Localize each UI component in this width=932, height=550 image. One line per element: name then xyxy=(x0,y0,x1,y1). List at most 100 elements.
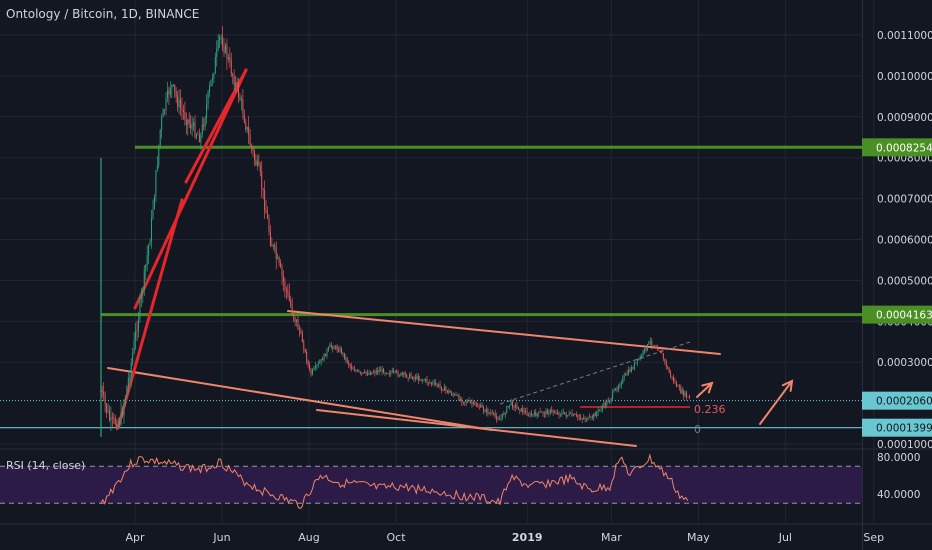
candle-body xyxy=(159,129,161,146)
candle xyxy=(193,118,195,132)
candle xyxy=(429,379,431,385)
candle-body xyxy=(364,371,366,373)
candle-body xyxy=(413,377,415,380)
candle-body xyxy=(132,352,134,363)
rsi-tick-label: 40.0000 xyxy=(877,489,920,501)
candle xyxy=(571,409,573,418)
candle xyxy=(674,377,676,384)
candle xyxy=(416,372,418,380)
candle-body xyxy=(628,369,630,375)
candle xyxy=(564,412,566,415)
candle xyxy=(351,362,353,372)
price-label-box xyxy=(862,305,932,324)
candle xyxy=(110,406,112,432)
candle-body xyxy=(604,402,606,406)
candle-body xyxy=(153,196,155,210)
candle-body xyxy=(287,291,289,293)
candle-body xyxy=(136,331,138,333)
candle xyxy=(298,324,300,337)
rsi-line xyxy=(100,453,689,510)
candle xyxy=(307,359,309,368)
candle xyxy=(465,398,467,407)
candle xyxy=(126,385,128,398)
candle-body xyxy=(622,377,624,384)
candle-body xyxy=(581,418,583,420)
candle-body xyxy=(496,416,498,420)
candle xyxy=(400,372,402,377)
candle xyxy=(135,322,137,350)
candle-body xyxy=(264,189,266,211)
candle xyxy=(359,370,361,375)
candle xyxy=(420,379,422,382)
candle-body xyxy=(449,390,451,393)
candle xyxy=(191,116,193,137)
candle-body xyxy=(500,417,502,420)
candle-body xyxy=(311,369,313,375)
candle xyxy=(151,209,153,249)
candle-body xyxy=(280,262,282,268)
candle xyxy=(625,372,627,376)
candle xyxy=(175,87,177,103)
candle-body xyxy=(338,349,340,352)
candle-body xyxy=(181,108,183,111)
candle xyxy=(622,374,624,385)
candle-body xyxy=(406,374,408,378)
candle xyxy=(528,412,530,417)
candle-body xyxy=(349,364,351,367)
candle xyxy=(557,409,559,415)
candle-body xyxy=(236,82,238,84)
candle-body xyxy=(400,372,402,376)
candle xyxy=(529,411,531,418)
candle-body xyxy=(410,374,412,378)
candle xyxy=(159,128,161,150)
candle xyxy=(188,112,190,128)
candle-body xyxy=(214,56,216,74)
price-label-text: 0.0004163 xyxy=(876,310,932,322)
candle xyxy=(478,403,480,410)
candle xyxy=(635,362,637,364)
candle-body xyxy=(368,372,370,375)
candle xyxy=(459,396,461,402)
candle xyxy=(535,408,537,417)
candle xyxy=(599,409,601,412)
candle-body xyxy=(174,84,176,92)
candle xyxy=(271,237,273,247)
y-tick-label: 0.0009000 xyxy=(877,112,932,124)
candle-body xyxy=(213,73,215,79)
candle xyxy=(251,143,253,154)
candle-body xyxy=(210,79,212,87)
candle xyxy=(448,388,450,395)
candle xyxy=(390,370,392,377)
candle-body xyxy=(648,341,650,345)
candle xyxy=(284,277,286,298)
rsi-tick-label: 80.0000 xyxy=(877,452,920,464)
candle xyxy=(657,344,659,351)
candle-body xyxy=(557,412,559,414)
candle-body xyxy=(113,417,115,419)
candle-body xyxy=(166,90,168,98)
candle-body xyxy=(107,410,109,413)
candle-body xyxy=(240,99,242,101)
candle xyxy=(436,383,438,388)
candle-body xyxy=(485,409,487,413)
candle-body xyxy=(332,346,334,350)
candle xyxy=(667,365,669,370)
candle xyxy=(433,379,435,387)
candle xyxy=(100,384,102,393)
candle xyxy=(238,77,240,104)
candle-body xyxy=(137,318,139,332)
candle-body xyxy=(632,367,634,369)
candle-body xyxy=(233,76,235,87)
candle-body xyxy=(654,345,656,348)
candle xyxy=(197,130,199,136)
candle xyxy=(187,118,189,136)
candle xyxy=(242,89,244,120)
candle xyxy=(443,383,445,391)
red-trend-line-3 xyxy=(184,68,248,184)
candle xyxy=(174,84,176,99)
candle xyxy=(358,369,360,373)
candle xyxy=(583,414,585,420)
arrow-shaft xyxy=(759,380,793,425)
candle xyxy=(668,367,670,374)
candle xyxy=(385,372,387,375)
